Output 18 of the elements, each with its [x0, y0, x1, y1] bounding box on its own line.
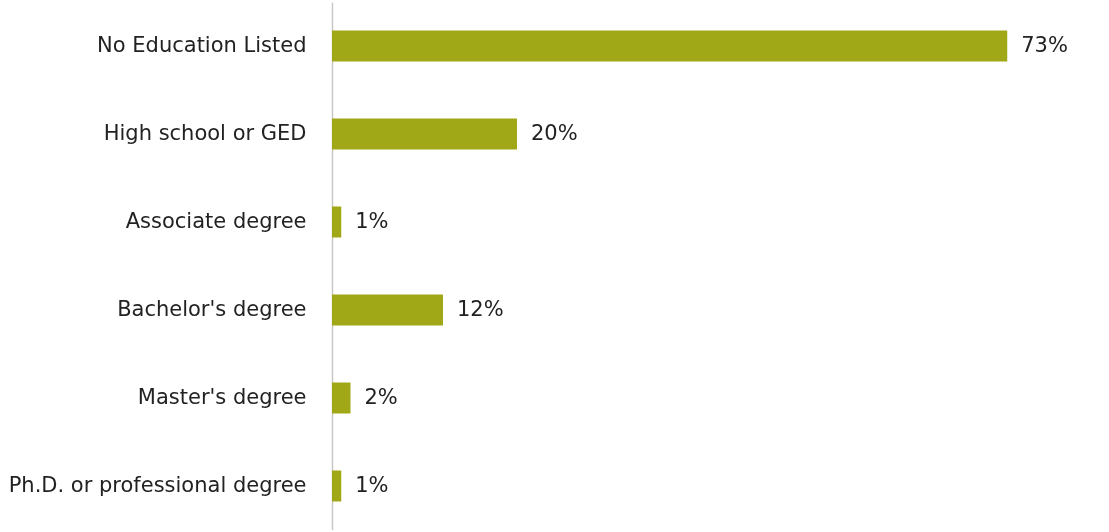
- bar: [332, 294, 443, 326]
- bar: [332, 206, 342, 238]
- y-tick-label: Ph.D. or professional degree: [8, 473, 307, 497]
- data-label: 1%: [355, 473, 389, 497]
- y-tick-label: Master's degree: [137, 385, 307, 409]
- bar: [332, 30, 1008, 62]
- data-label: 2%: [364, 385, 398, 409]
- bar: [332, 382, 351, 414]
- data-label: 1%: [355, 209, 389, 233]
- y-tick-label: Associate degree: [125, 209, 307, 233]
- y-tick-label: Bachelor's degree: [117, 297, 307, 321]
- y-tick-label: High school or GED: [103, 121, 307, 145]
- bar: [332, 118, 517, 150]
- data-label: 12%: [457, 297, 504, 321]
- data-label: 73%: [1021, 33, 1068, 57]
- y-tick-label: No Education Listed: [97, 33, 307, 57]
- data-label: 20%: [531, 121, 578, 145]
- bar: [332, 470, 342, 502]
